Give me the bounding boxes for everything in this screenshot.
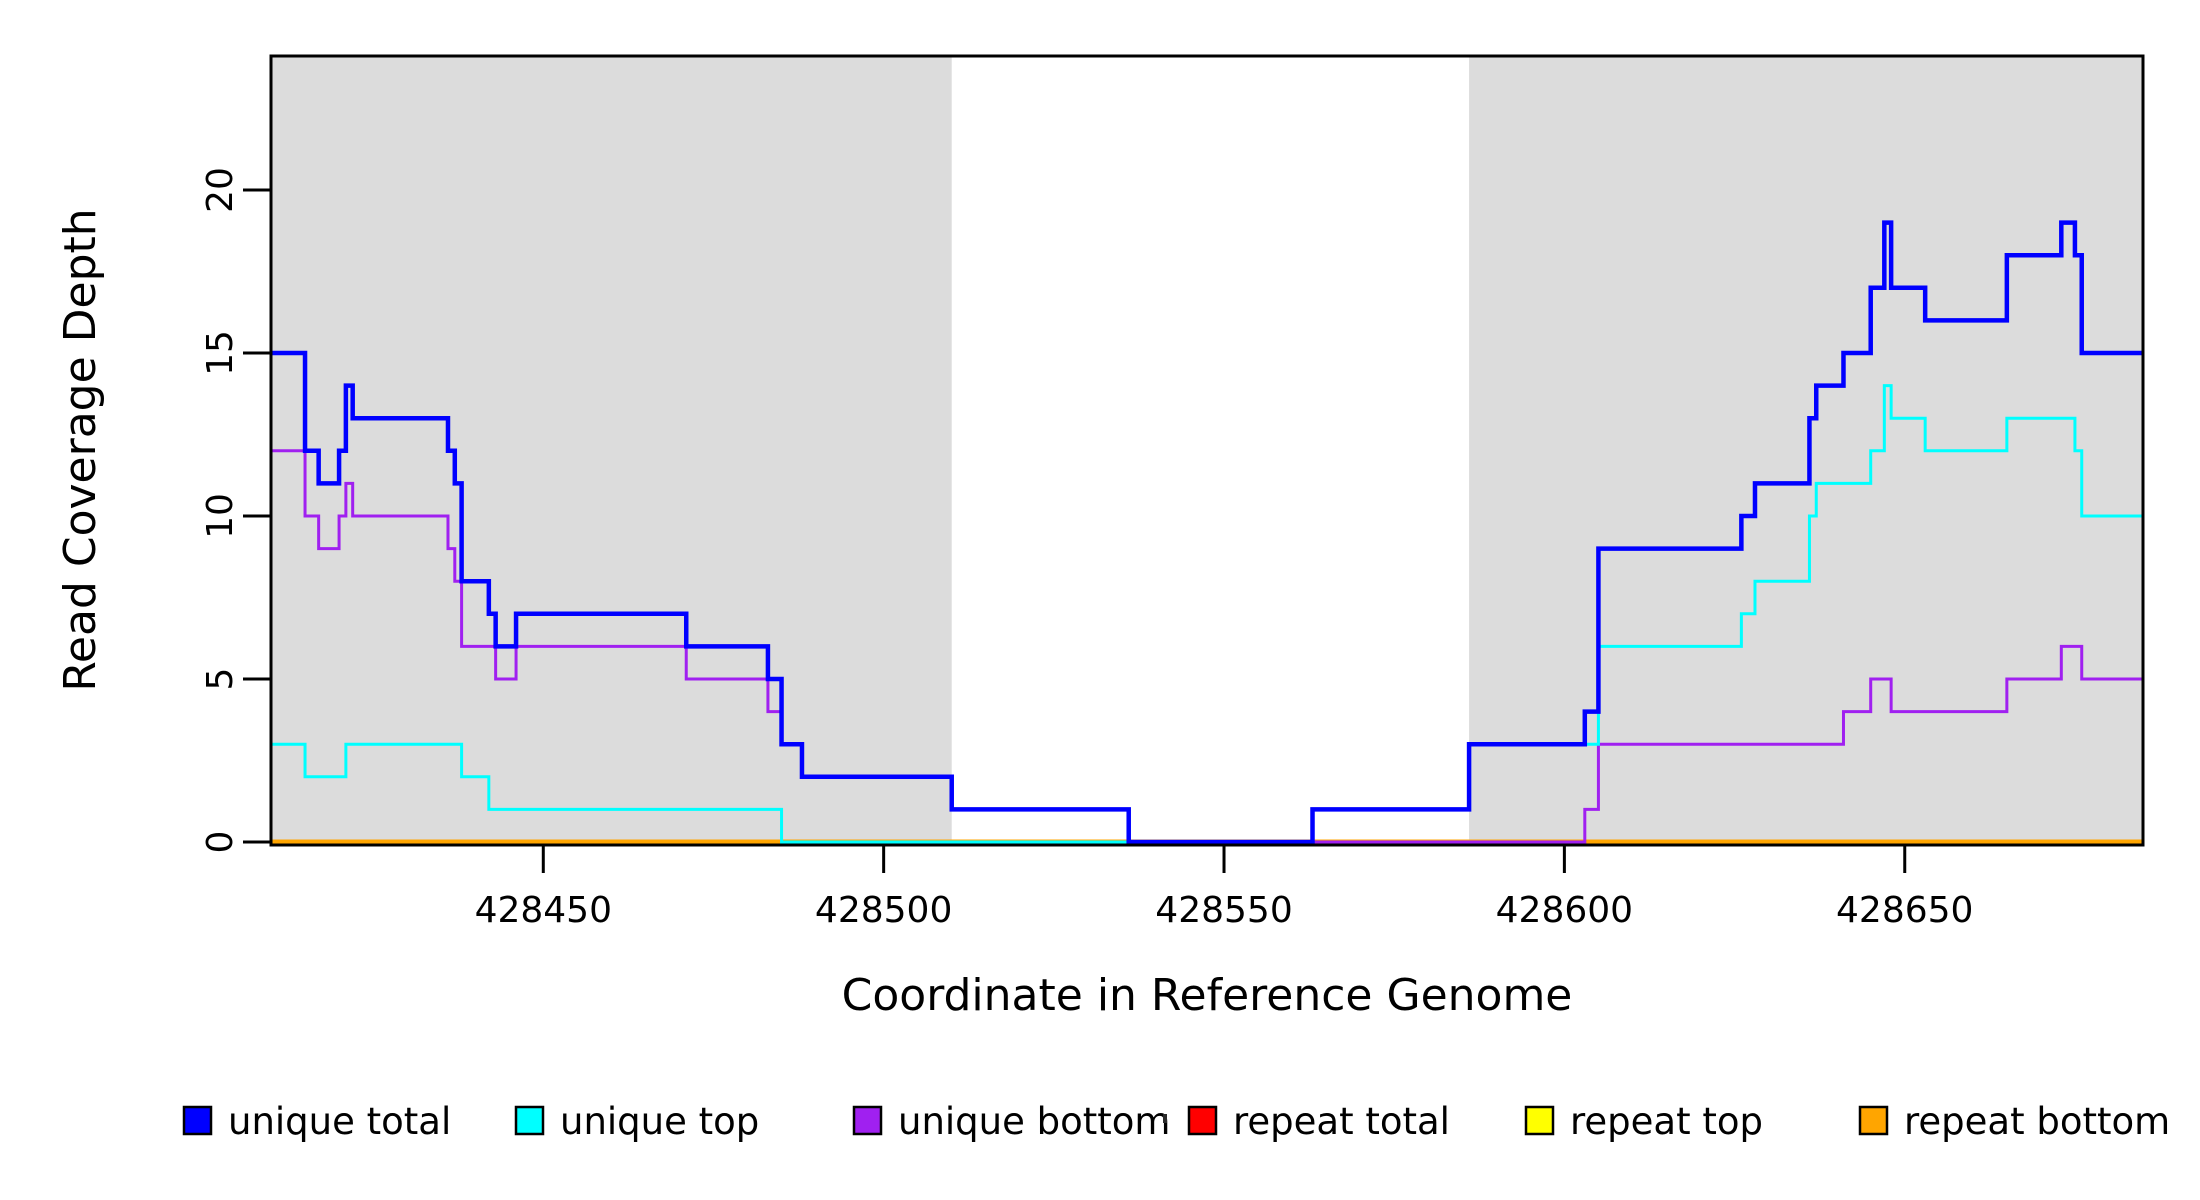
legend: unique total unique top unique bottom repea… bbox=[182, 1100, 2170, 1143]
x-tick-label: 428600 bbox=[1496, 890, 1633, 931]
legend-label: repeat top bbox=[1570, 1100, 1763, 1143]
y-tick-label: 10 bbox=[200, 493, 241, 539]
shaded-regions bbox=[271, 56, 2143, 845]
y-tick-label: 15 bbox=[200, 330, 241, 376]
legend-item: repeat total bbox=[1187, 1100, 1450, 1143]
x-tick-label: 428450 bbox=[475, 890, 612, 931]
legend-item: unique bottom bbox=[852, 1100, 1170, 1143]
x-tick-label: 428650 bbox=[1836, 890, 1973, 931]
legend-item: unique top bbox=[514, 1100, 759, 1143]
series-lines bbox=[271, 220, 2143, 845]
y-tick-label: 0 bbox=[200, 831, 241, 854]
unique-bottom-swatch-icon bbox=[852, 1105, 883, 1136]
legend-item: unique total bbox=[182, 1100, 451, 1143]
legend-label: repeat total bbox=[1233, 1100, 1450, 1143]
x-tick-label: 428500 bbox=[815, 890, 952, 931]
stray-mark bbox=[1163, 1114, 1167, 1123]
unique-top-swatch-icon bbox=[514, 1105, 545, 1136]
shaded-region bbox=[1469, 56, 2143, 845]
legend-item: repeat bottom bbox=[1858, 1100, 2170, 1143]
plot-border bbox=[269, 54, 2145, 847]
repeat-bottom-swatch-icon bbox=[1858, 1105, 1889, 1136]
legend-label: unique top bbox=[560, 1100, 759, 1143]
shaded-region bbox=[271, 56, 952, 845]
legend-label: unique total bbox=[228, 1100, 451, 1143]
legend-item: repeat top bbox=[1524, 1100, 1763, 1143]
y-tick-label: 20 bbox=[200, 167, 241, 213]
axes: 428450 428500 428550 428600 428650 0 5 10 15 20 bbox=[200, 54, 2145, 931]
y-tick-label: 5 bbox=[200, 668, 241, 691]
x-axis-title: Coordinate in Reference Genome bbox=[842, 970, 1573, 1021]
repeat-total-swatch-icon bbox=[1187, 1105, 1218, 1136]
series-line-unique-total bbox=[271, 220, 2143, 845]
y-axis-title: Read Coverage Depth bbox=[55, 208, 106, 691]
x-tick-label: 428550 bbox=[1155, 890, 1292, 931]
series-line-unique-bottom bbox=[271, 449, 2143, 844]
legend-label: unique bottom bbox=[898, 1100, 1170, 1143]
repeat-top-swatch-icon bbox=[1524, 1105, 1555, 1136]
series-line-unique-top bbox=[271, 384, 2143, 844]
legend-label: repeat bottom bbox=[1904, 1100, 2170, 1143]
unique-total-swatch-icon bbox=[182, 1105, 213, 1136]
